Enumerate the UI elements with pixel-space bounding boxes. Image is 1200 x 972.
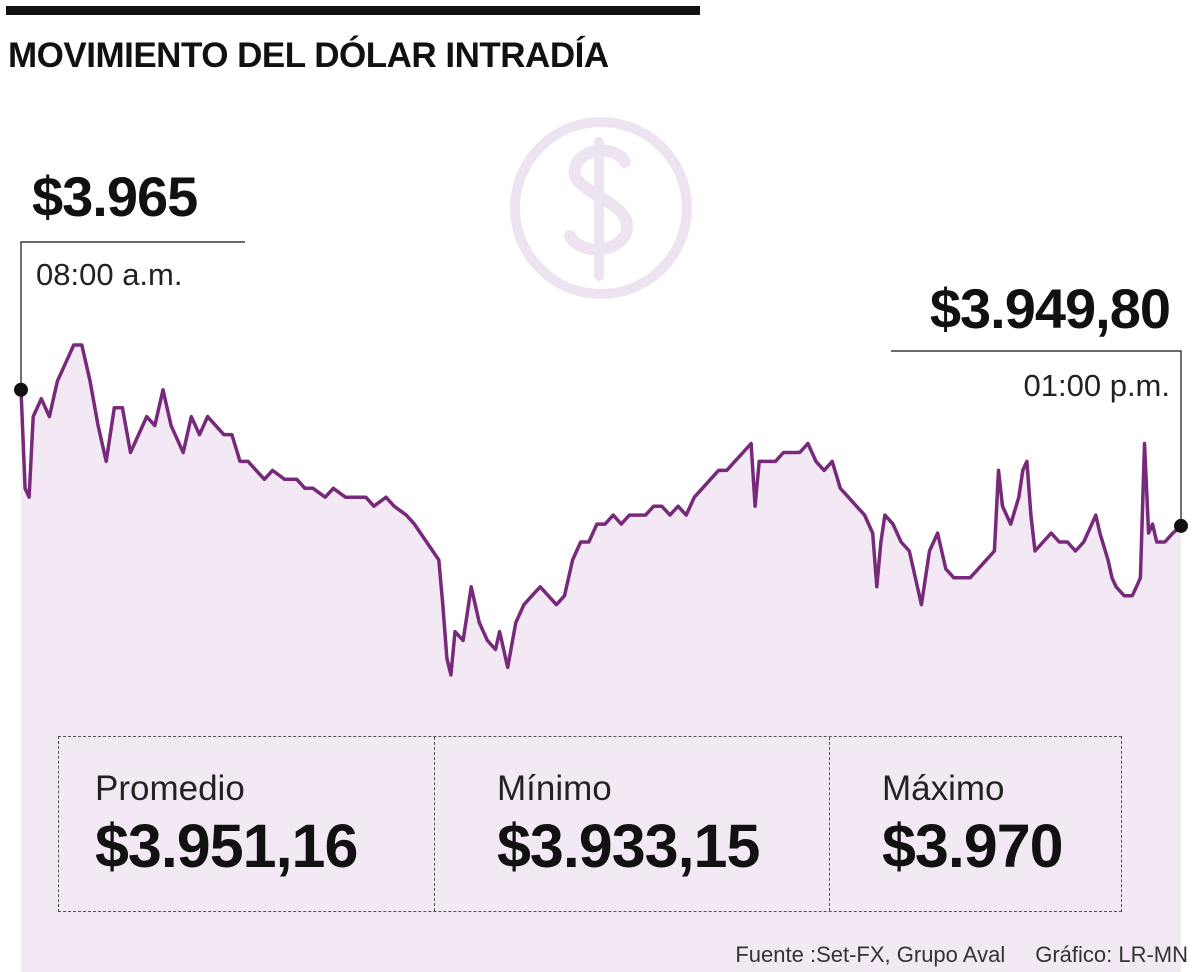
end-time-label: 01:00 p.m. <box>1023 368 1170 403</box>
title-rule <box>6 6 700 15</box>
stat-maximum: Máximo $3.970 <box>829 737 1121 911</box>
stat-value: $3.970 <box>882 812 1064 880</box>
page-title: MOVIMIENTO DEL DÓLAR INTRADÍA <box>8 36 609 75</box>
end-price-label: $3.949,80 <box>929 277 1171 340</box>
stat-value: $3.951,16 <box>95 812 358 880</box>
start-leader-line <box>20 241 245 390</box>
start-point-marker <box>14 382 28 397</box>
dollar-coin-icon <box>510 117 692 299</box>
stat-label: Mínimo <box>497 769 612 808</box>
stat-average: Promedio $3.951,16 <box>59 737 434 911</box>
start-price-label: $3.965 <box>32 165 198 228</box>
stat-minimum: Mínimo $3.933,15 <box>434 737 829 911</box>
area-fill <box>21 345 1181 972</box>
source-footer: Fuente :Set-FX, Grupo Aval Gráfico: LR-MN <box>735 942 1188 968</box>
stat-value: $3.933,15 <box>497 812 760 880</box>
stats-panel: Promedio $3.951,16 Mínimo $3.933,15 Máxi… <box>58 736 1122 912</box>
start-time-label: 08:00 a.m. <box>36 257 183 292</box>
end-leader-line <box>891 350 1182 526</box>
stat-label: Promedio <box>95 769 245 808</box>
end-point-marker <box>1174 518 1188 533</box>
credit-text: Gráfico: LR-MN <box>1035 942 1188 967</box>
source-text: Fuente :Set-FX, Grupo Aval <box>735 942 1006 967</box>
stat-label: Máximo <box>882 769 1005 808</box>
price-line <box>19 343 1183 677</box>
